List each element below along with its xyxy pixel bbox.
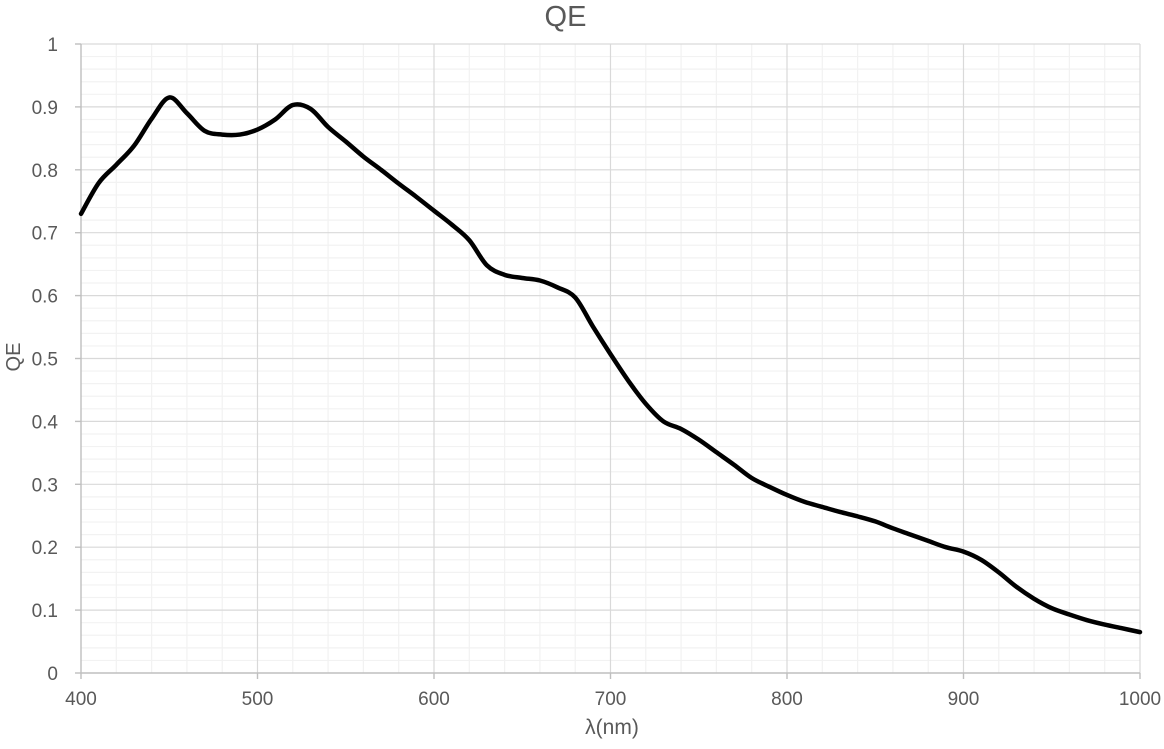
x-tick-label: 500 — [242, 689, 274, 710]
chart-title: QE — [544, 1, 587, 33]
y-tick-label: 0.2 — [32, 538, 58, 559]
y-tick-label: 0.5 — [32, 350, 58, 371]
x-tick-label: 600 — [418, 689, 450, 710]
y-tick-label: 1 — [47, 35, 58, 56]
x-tick-label: 900 — [948, 689, 980, 710]
y-tick-label: 0 — [47, 664, 58, 685]
x-axis-title: λ(nm) — [585, 716, 639, 739]
y-tick-label: 0.6 — [32, 287, 58, 308]
x-tick-labels: 400 500 600 700 800 900 1000 — [65, 689, 1161, 710]
y-tick-label: 0.7 — [32, 224, 58, 245]
x-tick-label: 400 — [65, 689, 97, 710]
x-tick-label: 700 — [595, 689, 627, 710]
y-tick-label: 0.8 — [32, 161, 58, 182]
y-tick-label: 0.4 — [32, 412, 59, 433]
y-tick-label: 0.1 — [32, 601, 58, 622]
major-gridlines — [81, 43, 1141, 673]
series-line-QE — [78, 95, 1143, 635]
axes — [75, 43, 1141, 679]
y-tick-label: 0.9 — [32, 98, 58, 119]
y-axis-title: QE — [3, 342, 25, 372]
x-tick-label: 1000 — [1119, 689, 1161, 710]
y-tick-labels: 0 0.1 0.2 0.3 0.4 0.5 0.6 0.7 0.8 0.9 1 — [32, 35, 59, 685]
y-tick-label: 0.3 — [32, 475, 58, 496]
x-tick-label: 800 — [771, 689, 803, 710]
